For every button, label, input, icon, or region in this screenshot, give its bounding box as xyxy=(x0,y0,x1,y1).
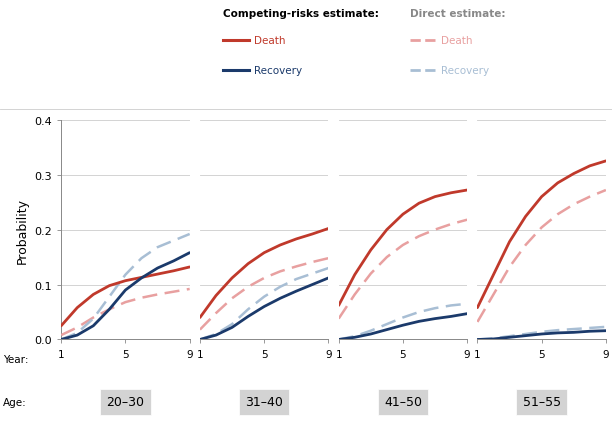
Text: Competing-risks estimate:: Competing-risks estimate: xyxy=(223,9,379,18)
Text: Recovery: Recovery xyxy=(441,66,489,76)
Text: Recovery: Recovery xyxy=(254,66,302,76)
Text: Death: Death xyxy=(441,36,472,46)
Text: 20–30: 20–30 xyxy=(106,396,144,408)
Text: Direct estimate:: Direct estimate: xyxy=(410,9,506,18)
Text: 51–55: 51–55 xyxy=(523,396,561,408)
Y-axis label: Probability: Probability xyxy=(16,197,29,263)
Text: Age:: Age: xyxy=(3,397,27,407)
Text: Death: Death xyxy=(254,36,285,46)
Text: 31–40: 31–40 xyxy=(245,396,283,408)
Text: Year:: Year: xyxy=(3,354,29,364)
Text: 41–50: 41–50 xyxy=(384,396,422,408)
